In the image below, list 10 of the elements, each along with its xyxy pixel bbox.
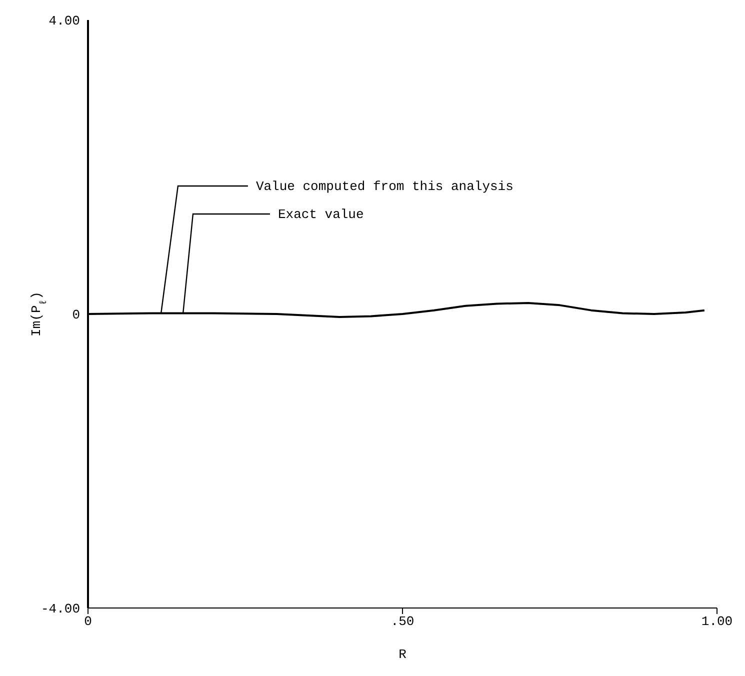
x-axis-title: R bbox=[398, 647, 407, 662]
y-tick-label: 4.00 bbox=[48, 14, 80, 29]
label-leader: Exact value bbox=[182, 207, 364, 314]
x-tick-label: .50 bbox=[390, 614, 414, 630]
y-tick-label: 0 bbox=[72, 308, 80, 323]
y-tick-label: -4.00 bbox=[40, 602, 80, 617]
x-tick-label: 1.00 bbox=[701, 614, 733, 630]
annotation: Exact value bbox=[278, 207, 364, 222]
x-tick-label: 0 bbox=[84, 614, 92, 630]
annotation: Value computed from this analysis bbox=[256, 179, 514, 194]
